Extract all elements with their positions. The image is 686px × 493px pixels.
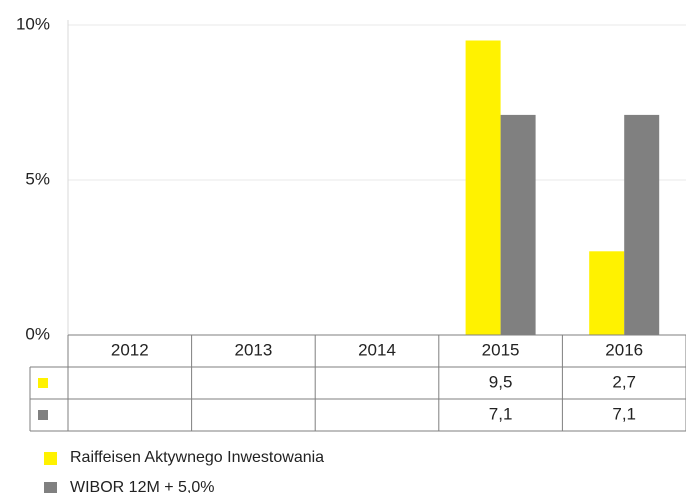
legend-label: Raiffeisen Aktywnego Inwestowania <box>70 449 324 466</box>
bar <box>589 251 625 335</box>
x-tick-label: 2014 <box>358 340 396 359</box>
data-label: 7,1 <box>489 404 513 423</box>
legend-label: WIBOR 12M + 5,0% <box>70 479 215 493</box>
bar <box>624 114 660 336</box>
data-label: 7,1 <box>612 404 636 423</box>
legend-key <box>44 452 57 465</box>
x-tick-label: 2016 <box>605 340 643 359</box>
x-tick-label: 2012 <box>111 340 149 359</box>
data-label: 9,5 <box>489 372 513 391</box>
y-tick-label: 5% <box>25 169 50 188</box>
y-tick-label: 10% <box>16 14 50 33</box>
table-legend-key <box>38 410 48 420</box>
x-tick-label: 2015 <box>482 340 520 359</box>
x-tick-label: 2013 <box>234 340 272 359</box>
table-legend-key <box>38 378 48 388</box>
bar <box>500 114 536 336</box>
data-label: 2,7 <box>612 372 636 391</box>
y-tick-label: 0% <box>25 324 50 343</box>
bar <box>465 40 501 335</box>
legend-key <box>44 482 57 493</box>
